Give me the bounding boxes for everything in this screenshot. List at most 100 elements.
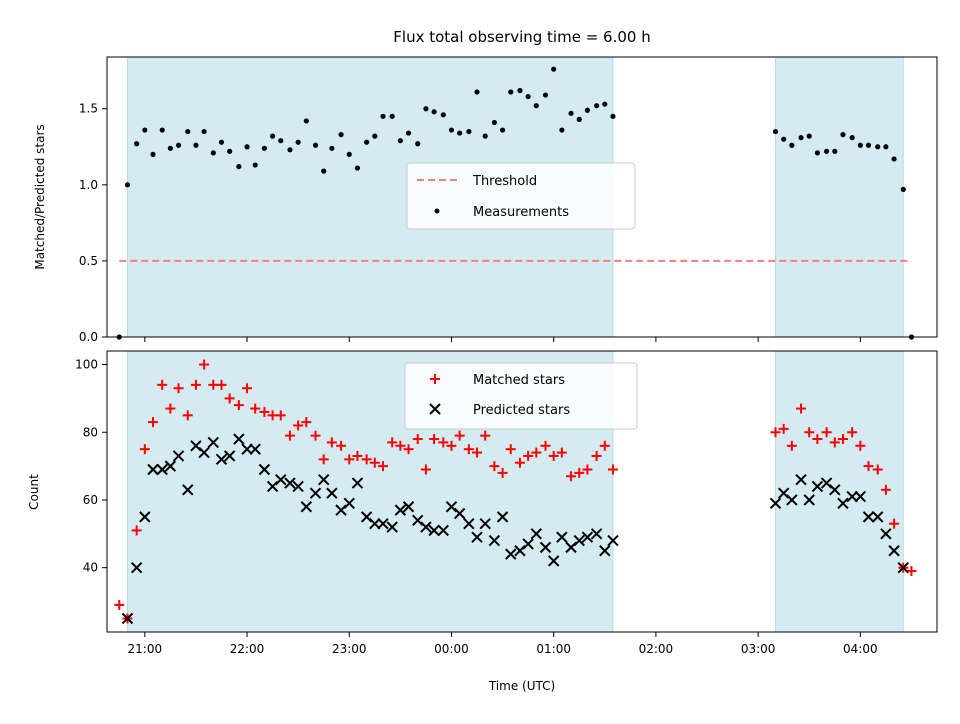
measurement-point (559, 127, 565, 133)
predicted-star-point (377, 517, 389, 530)
measurement-point (584, 107, 591, 113)
predicted-star-point (139, 511, 151, 523)
legend-measurements-label: Measurements (473, 205, 569, 220)
matched-star-point (190, 379, 201, 390)
matched-star-point (301, 417, 312, 428)
predicted-star-point (420, 521, 432, 533)
bottom-y-tick-label: 80 (83, 425, 98, 439)
predicted-star-point (130, 561, 143, 574)
predicted-star-point (522, 538, 534, 550)
measurement-point (321, 168, 327, 174)
matched-star-point (446, 440, 457, 451)
x-tick-label: 02:00 (639, 642, 674, 656)
predicted-star-point (386, 521, 398, 533)
predicted-star-point (479, 517, 491, 530)
measurement-point (303, 118, 309, 124)
matched-star-point (505, 444, 516, 455)
predicted-star-point (573, 534, 585, 547)
matched-star-point (548, 450, 559, 461)
bottom-y-tick-label: 60 (83, 493, 98, 507)
measurement-point (551, 66, 557, 72)
measurement-point (193, 142, 199, 148)
matched-star-point (250, 403, 261, 414)
measurement-point (150, 151, 156, 157)
matched-star-point (139, 444, 150, 455)
predicted-star-point (428, 524, 440, 537)
shaded-span (774, 350, 904, 633)
predicted-star-point (437, 524, 450, 537)
measurement-point (781, 136, 787, 142)
matched-star-point (837, 434, 848, 445)
measurement-point (380, 113, 386, 119)
matched-star-point (438, 437, 449, 448)
predicted-star-point (249, 443, 261, 455)
predicted-star-point (496, 511, 509, 523)
matched-star-point (403, 444, 414, 455)
measurement-point (312, 142, 319, 148)
matched-star-point (829, 437, 840, 448)
matched-star-point (796, 403, 807, 414)
legend-matched-swatch (430, 374, 440, 384)
measurement-point (806, 133, 812, 139)
top-legend: Threshold Measurements (406, 162, 636, 230)
measurement-point (295, 139, 301, 145)
matched-star-point (599, 440, 610, 451)
matched-star-point (165, 403, 176, 414)
measurement-point (789, 142, 795, 148)
predicted-star-point (215, 453, 228, 466)
matched-star-point (523, 450, 534, 461)
matched-star-point (863, 461, 874, 472)
measurement-point (338, 132, 344, 138)
measurement-point (236, 163, 242, 170)
predicted-star-point (607, 534, 619, 547)
predicted-star-point (769, 497, 782, 510)
matched-star-point (420, 464, 431, 475)
predicted-star-point (172, 450, 185, 462)
predicted-star-point (258, 463, 271, 476)
measurement-point (610, 113, 616, 119)
predicted-star-point (241, 443, 253, 455)
top-plot-frame (106, 56, 938, 338)
matched-star-point (847, 427, 858, 438)
predicted-star-point (453, 507, 466, 520)
measurement-point (576, 116, 582, 122)
measurement-point (201, 128, 207, 135)
predicted-star-point (300, 501, 313, 513)
matched-star-point (778, 423, 789, 434)
chart-title: Flux total observing time = 6.00 h (393, 28, 650, 46)
predicted-star-point (198, 446, 210, 459)
matched-star-point (336, 440, 347, 451)
x-axis-label: Time (UTC) (488, 679, 555, 693)
predicted-star-point (829, 484, 841, 496)
predicted-star-point (369, 517, 381, 530)
measurement-point (218, 139, 225, 145)
measurement-point (508, 89, 514, 95)
bottom-plot-frame (106, 350, 938, 633)
top-y-tick-label: 0.5 (79, 254, 98, 268)
measurement-point (423, 106, 429, 112)
predicted-star-point (581, 531, 594, 543)
predicted-star-point (284, 477, 296, 489)
matched-star-points (114, 359, 917, 624)
measurement-point (772, 128, 779, 135)
matched-star-point (556, 447, 567, 458)
predicted-star-point (837, 497, 849, 510)
x-tick-label: 03:00 (741, 642, 776, 656)
matched-star-point (284, 430, 295, 441)
matched-star-point (344, 454, 355, 465)
measurement-point (883, 144, 889, 150)
measurement-point (134, 141, 140, 147)
predicted-star-point (888, 545, 900, 557)
bottom-panel: 40 60 80 100 21:00 22:00 23:00 00:00 01:00 02:00… (27, 350, 938, 693)
matched-star-point (607, 464, 618, 475)
top-y-tick-label: 1.5 (79, 102, 98, 116)
matched-star-point (199, 359, 210, 370)
matched-star-point (326, 437, 337, 448)
predicted-star-point (846, 490, 858, 503)
measurement-point (499, 127, 506, 133)
predicted-star-point (803, 494, 815, 506)
shaded-span (774, 56, 904, 338)
measurement-point (440, 112, 446, 118)
measurement-point (261, 145, 268, 151)
matched-star-point (395, 440, 406, 451)
